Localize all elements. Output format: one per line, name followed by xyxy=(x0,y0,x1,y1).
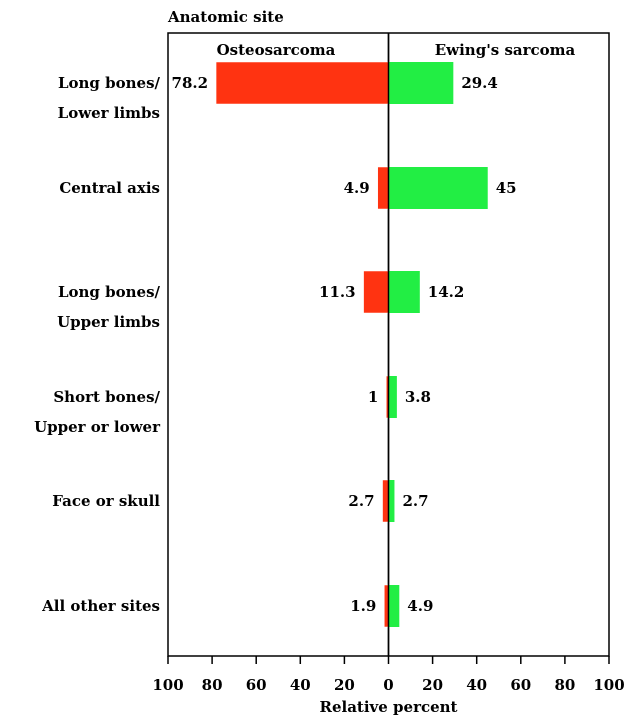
value-label-ewings-face-or-skull: 2.7 xyxy=(402,492,428,510)
category-label-line: Upper limbs xyxy=(57,313,160,331)
category-label-central-axis: Central axis xyxy=(59,179,160,197)
x-tick-label: 20 xyxy=(334,676,355,694)
category-label-line: Face or skull xyxy=(52,492,160,510)
bars-group: Long bones/Lower limbs 78.2 29.4 Central ax… xyxy=(34,33,517,656)
x-tick-label: 100 xyxy=(152,676,183,694)
x-tick-label: 60 xyxy=(246,676,267,694)
value-label-osteosarcoma-long-bones-lower-limbs: 78.2 xyxy=(172,74,209,92)
bar-ewings-long-bones-upper-limbs xyxy=(388,271,420,313)
legend-osteosarcoma: Osteosarcoma xyxy=(217,41,336,59)
x-tick-label: 40 xyxy=(290,676,311,694)
x-tick-label: 20 xyxy=(422,676,443,694)
legend-ewings-sarcoma: Ewing's sarcoma xyxy=(435,41,576,59)
x-tick-label: 80 xyxy=(202,676,223,694)
category-label-line: Lower limbs xyxy=(58,104,160,122)
value-label-osteosarcoma-central-axis: 4.9 xyxy=(344,179,370,197)
category-label-long-bones-upper-limbs: Long bones/Upper limbs xyxy=(57,283,160,331)
bar-ewings-face-or-skull xyxy=(388,480,395,522)
x-tick-label: 100 xyxy=(593,676,624,694)
bar-osteosarcoma-central-axis xyxy=(377,166,389,210)
category-label-line: Central axis xyxy=(59,179,160,197)
bar-osteosarcoma-long-bones-lower-limbs xyxy=(215,61,389,105)
category-label-face-or-skull: Face or skull xyxy=(52,492,160,510)
x-ticks-group: 100 80 60 40 20 0 20 40 60 80 100 xyxy=(152,656,625,694)
value-label-osteosarcoma-face-or-skull: 2.7 xyxy=(348,492,374,510)
category-label-line: Upper or lower xyxy=(34,418,161,436)
value-label-ewings-all-other-sites: 4.9 xyxy=(407,597,433,615)
category-label-all-other-sites: All other sites xyxy=(41,597,160,615)
category-label-line: Short bones/ xyxy=(53,388,160,406)
category-label-line: Long bones/ xyxy=(58,74,161,92)
category-label-short-bones-upper-or-lower: Short bones/Upper or lower xyxy=(34,388,161,436)
value-label-osteosarcoma-all-other-sites: 1.9 xyxy=(350,597,376,615)
x-tick-label: 0 xyxy=(383,676,393,694)
chart-title: Anatomic site xyxy=(167,8,284,26)
category-label-line: All other sites xyxy=(41,597,160,615)
bar-osteosarcoma-face-or-skull xyxy=(382,479,389,523)
value-label-ewings-long-bones-lower-limbs: 29.4 xyxy=(461,74,498,92)
value-label-ewings-long-bones-upper-limbs: 14.2 xyxy=(428,283,465,301)
value-label-ewings-central-axis: 45 xyxy=(496,179,517,197)
value-label-ewings-short-bones-upper-or-lower: 3.8 xyxy=(405,388,431,406)
bar-ewings-all-other-sites xyxy=(388,585,400,627)
bar-osteosarcoma-long-bones-upper-limbs xyxy=(363,270,389,314)
x-axis-label: Relative percent xyxy=(320,698,458,716)
bar-ewings-long-bones-lower-limbs xyxy=(388,62,454,104)
category-label-long-bones-lower-limbs: Long bones/Lower limbs xyxy=(58,74,161,122)
x-tick-label: 40 xyxy=(466,676,487,694)
bar-ewings-short-bones-upper-or-lower xyxy=(388,376,397,418)
x-tick-label: 60 xyxy=(510,676,531,694)
value-label-osteosarcoma-long-bones-upper-limbs: 11.3 xyxy=(319,283,356,301)
bar-ewings-central-axis xyxy=(388,167,488,209)
value-label-osteosarcoma-short-bones-upper-or-lower: 1 xyxy=(368,388,378,406)
x-tick-label: 80 xyxy=(554,676,575,694)
category-label-line: Long bones/ xyxy=(58,283,161,301)
